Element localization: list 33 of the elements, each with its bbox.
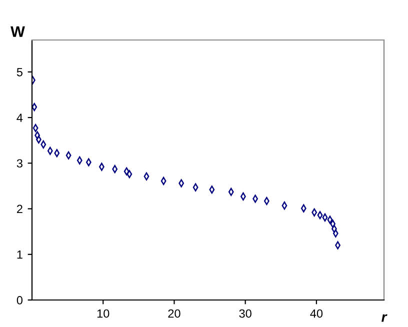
point	[144, 172, 150, 180]
x-tick-label: 10	[97, 309, 110, 318]
x-tick-label: 30	[239, 309, 252, 318]
point	[54, 149, 60, 158]
y-tick-label: 0	[16, 296, 23, 304]
y-axis-title: W	[10, 26, 25, 37]
point	[209, 186, 215, 194]
point	[66, 151, 72, 160]
point	[327, 216, 333, 224]
x-tick-label: 40	[310, 309, 323, 318]
y-tick-label: 1	[17, 250, 22, 259]
point	[332, 229, 338, 238]
point	[228, 188, 234, 196]
point	[322, 213, 328, 222]
point	[112, 165, 118, 174]
point	[47, 146, 53, 155]
point	[124, 167, 130, 176]
point	[178, 179, 184, 188]
point	[317, 211, 323, 220]
y-tick-label: 5	[16, 68, 22, 76]
point	[36, 135, 42, 144]
point	[76, 156, 82, 164]
y-tick-label: 3	[16, 159, 22, 168]
point	[34, 131, 40, 140]
point	[86, 158, 92, 166]
y-tick-label: 4	[16, 114, 23, 122]
y-tick-label: 2	[17, 204, 22, 214]
point	[300, 204, 306, 212]
x-tick-label: 20	[168, 309, 180, 318]
point	[282, 202, 288, 210]
point	[192, 183, 198, 192]
x-axis-title: r	[382, 314, 388, 322]
point	[126, 170, 132, 178]
